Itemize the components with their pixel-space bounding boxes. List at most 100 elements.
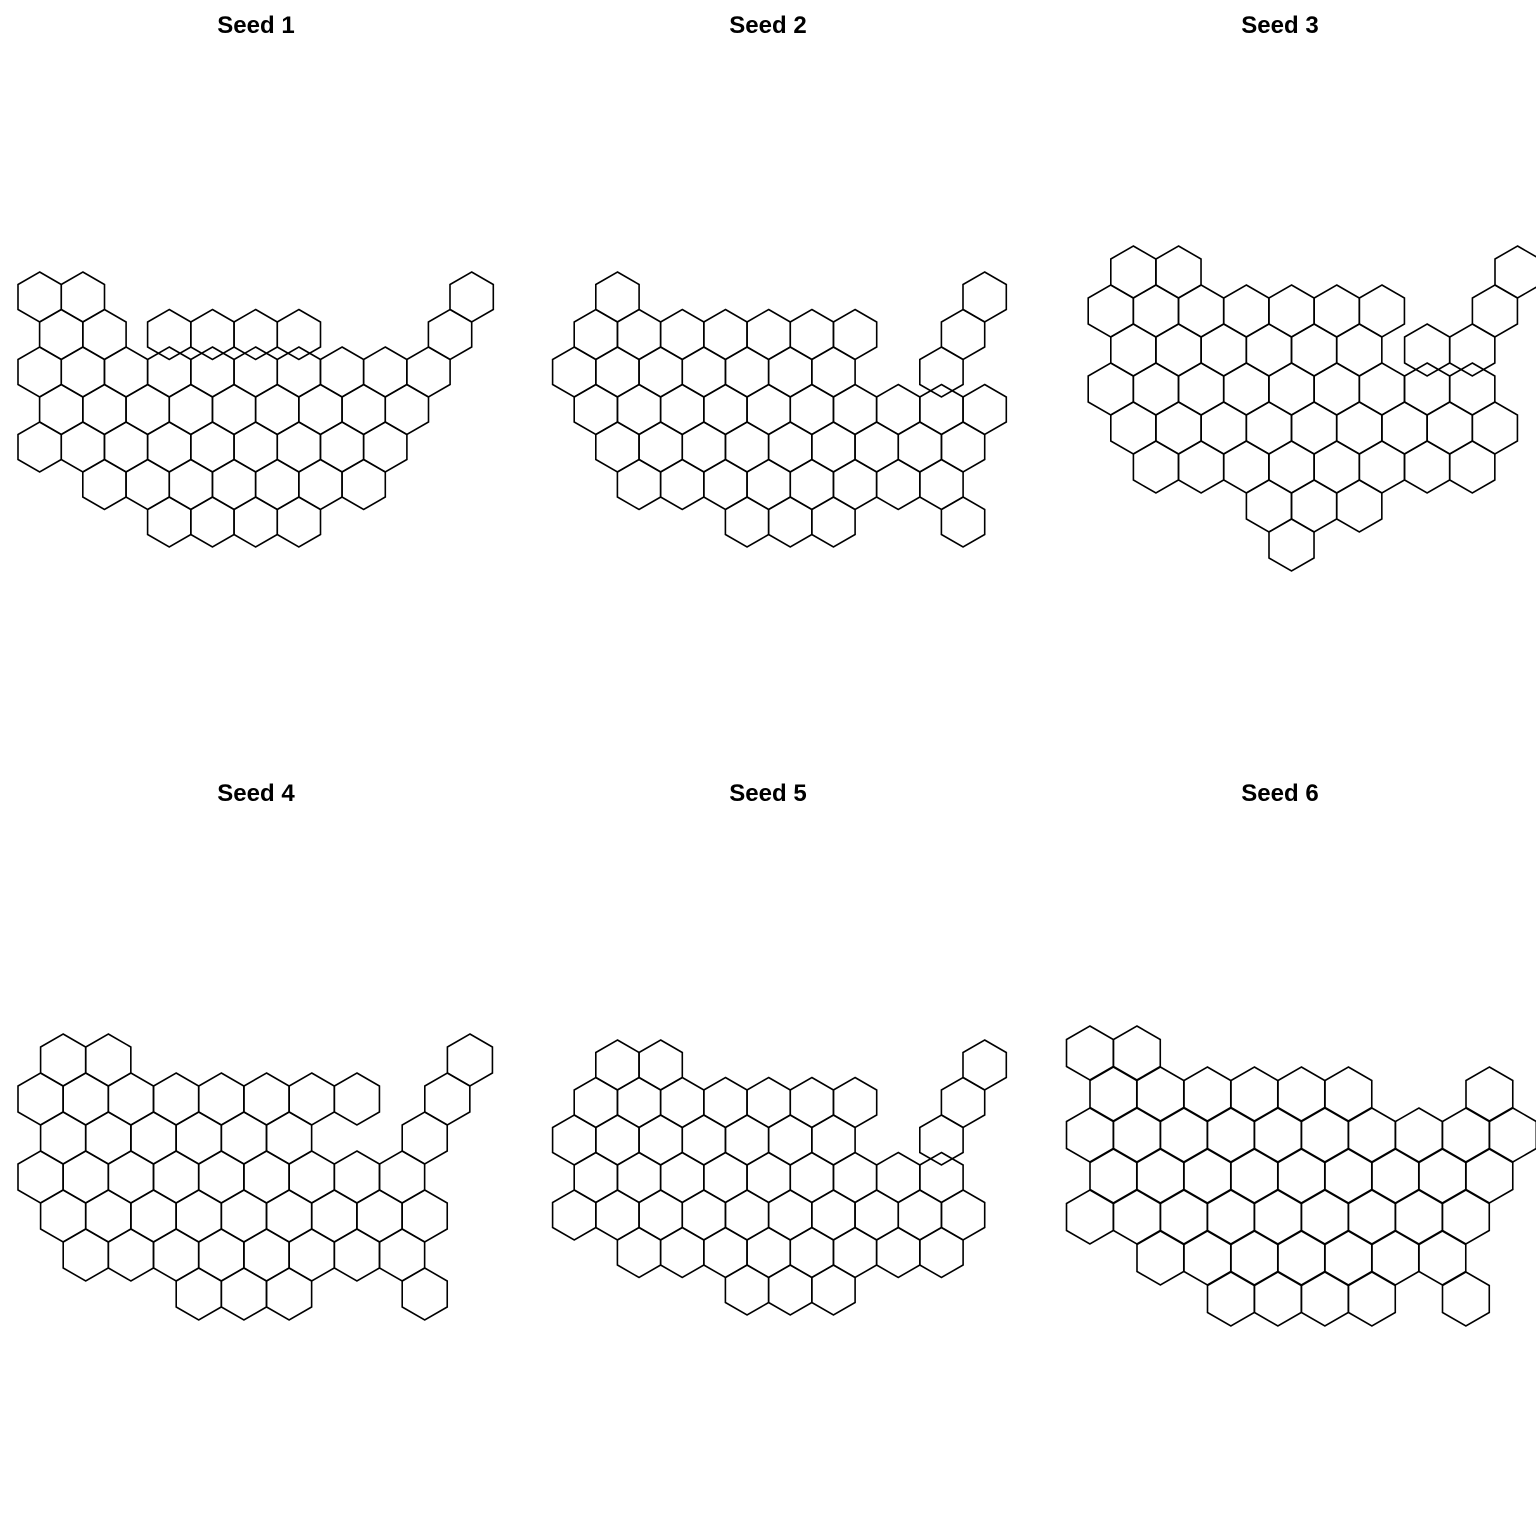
hexagon-cell [220, 1189, 268, 1243]
hexagon-cell [832, 1151, 878, 1204]
hexagon-cell [832, 308, 878, 361]
hexagon-cell [746, 1076, 792, 1129]
hexagon-cell [1313, 440, 1361, 494]
panel-seed-1: Seed 1 [0, 0, 512, 768]
hexagon-cell [767, 1264, 813, 1316]
hexagon-cell [940, 1189, 986, 1241]
hexagon-cell [1313, 362, 1361, 416]
hexagon-cell [1448, 440, 1496, 494]
hexagon-cell [1347, 1271, 1397, 1327]
hex-canvas [551, 271, 1008, 548]
hexagon-cell [724, 1264, 770, 1316]
hexagon-cell [310, 1189, 358, 1243]
hexagon-cell [551, 1189, 597, 1241]
hexagon-cell [1403, 440, 1451, 494]
hexagon-cell [1110, 401, 1157, 455]
hexagon-cell [962, 271, 1008, 323]
hexagon-cell [82, 458, 127, 511]
hexagon-cell [810, 421, 856, 473]
hexagon-cell [103, 346, 149, 398]
hexagon-cell [1110, 245, 1157, 299]
hex-canvas [17, 271, 495, 548]
hex-canvas [551, 1039, 1008, 1316]
hexagon-cell [616, 308, 662, 361]
hexagon-cell [446, 1033, 494, 1087]
hexagon-cell [918, 458, 964, 511]
hexagon-cell [243, 1072, 290, 1126]
panel-title: Seed 1 [217, 12, 295, 39]
hexagon-cell [681, 346, 727, 398]
hexagon-cell [1155, 323, 1202, 377]
hexagon-cell [746, 458, 792, 511]
hexagon-cell [190, 346, 235, 398]
hexagon-cell [198, 1150, 245, 1204]
hexagon-cell [962, 383, 1008, 436]
hexagon-cell [810, 1189, 856, 1241]
panel-title: Seed 6 [1241, 780, 1319, 807]
hexagon-cell [659, 1151, 705, 1204]
hexagon-cell [703, 308, 748, 361]
hexagon-cell [362, 421, 408, 473]
hexagon-cell [789, 308, 835, 361]
hexagon-cell [1110, 323, 1157, 377]
hexagon-cell [767, 1114, 813, 1166]
hexagon-cell [875, 1226, 921, 1279]
panel-title: Seed 3 [1241, 12, 1319, 39]
hexagon-cell [551, 346, 597, 398]
hexagon-cell [767, 1189, 813, 1241]
hexagon-cell [1358, 284, 1406, 338]
hexagon-cell [384, 383, 430, 436]
hexagon-cell [125, 458, 171, 511]
hexagon-cell [130, 1111, 177, 1165]
hexagon-cell [243, 1150, 290, 1204]
hexagon-cell [1313, 284, 1361, 338]
panel-title: Seed 5 [729, 780, 807, 807]
hexagon-cell [789, 383, 835, 436]
hexagon-cell [1223, 284, 1270, 338]
hexagon-cell [810, 1114, 856, 1166]
hexagon-cell [810, 1264, 856, 1316]
hexagon-cell [1358, 440, 1406, 494]
hexagon-cell [107, 1150, 155, 1204]
hexagon-cell [405, 346, 451, 398]
hexagon-cell [288, 1150, 336, 1204]
hexagon-cell [1335, 401, 1383, 455]
hexagon-cell [940, 496, 986, 548]
hexagon-cell [125, 383, 171, 436]
hexagon-cell [681, 1189, 727, 1241]
hexagon-cell [254, 458, 300, 511]
hexagon-cell [297, 458, 343, 511]
hexagon-cell [1268, 440, 1315, 494]
hexagon-cell [767, 421, 813, 473]
hex-canvas [1087, 245, 1536, 572]
hexagon-cell [703, 1151, 748, 1204]
hexagon-cell [681, 1114, 727, 1166]
hexagon-cell [1155, 401, 1202, 455]
hexagon-cell [1132, 284, 1180, 338]
hexagon-cell [638, 346, 684, 398]
hexagon-cell [288, 1228, 336, 1282]
hexagon-cell [573, 1151, 619, 1204]
hexagon-cell [427, 308, 473, 361]
hexagon-cell [198, 1228, 245, 1282]
hexagon-cell [60, 421, 106, 473]
hexagon-cell [152, 1150, 200, 1204]
hexagon-cell [233, 496, 279, 548]
hexagon-cell [1290, 479, 1338, 533]
hexagon-cell [146, 308, 192, 361]
hexagon-cell [17, 346, 63, 398]
hexagon-cell [265, 1189, 313, 1243]
hexagon-cell [362, 346, 408, 398]
hexagon-cell [288, 1072, 336, 1126]
hexagon-cell [616, 1076, 662, 1129]
hexagon-cell [897, 421, 943, 473]
hexagon-cell [62, 1228, 110, 1282]
hexagon-cell [551, 1114, 597, 1166]
hexagon-cell [1132, 440, 1180, 494]
hexagon-cell [1200, 323, 1248, 377]
hexagon-cell [39, 1189, 87, 1243]
hexagon-cell [341, 458, 387, 511]
hexagon-cell [616, 1151, 662, 1204]
hexagon-cell [401, 1111, 449, 1165]
hexagon-cell [1441, 1271, 1491, 1327]
